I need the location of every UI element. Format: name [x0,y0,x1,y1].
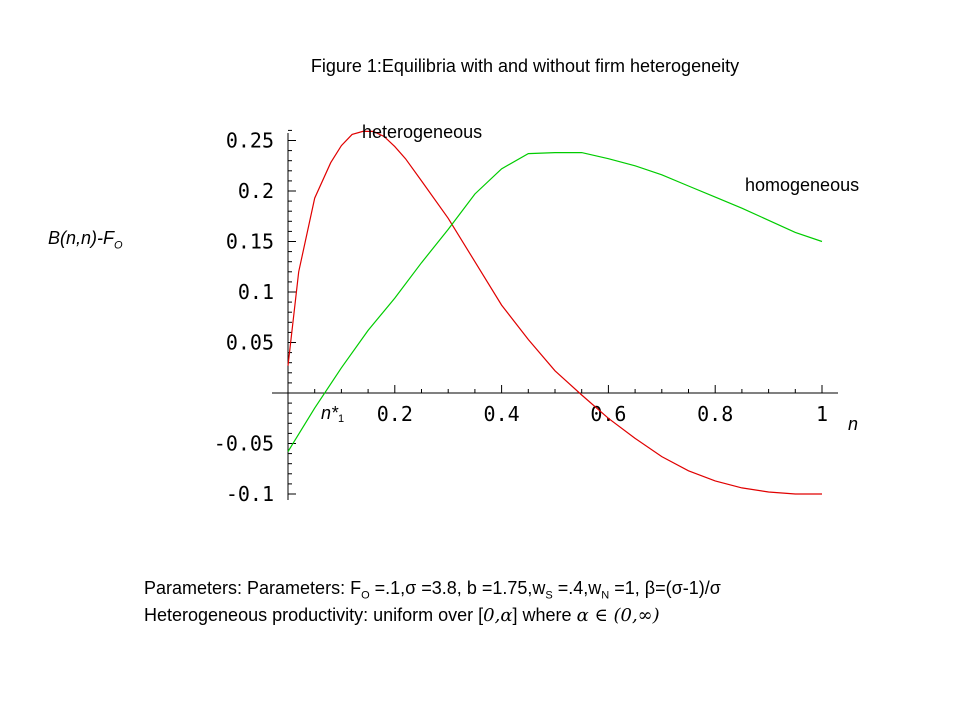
curves [287,130,823,495]
parameters-line: Parameters: Parameters: FO =.1,σ =3.8, b… [144,578,721,602]
n-star-annotation: n*1 [321,403,344,425]
chart-title: Figure 1:Equilibria with and without fir… [310,56,740,76]
params-text-4: =1, β=(σ-1)/σ [609,578,721,598]
x-tick-label: 0.4 [484,402,520,426]
productivity-text-1: Heterogeneous productivity: uniform over… [144,605,484,625]
params-text-1: Parameters: Parameters: F [144,578,362,598]
heterogeneous-curve-label: heterogeneous [362,122,482,142]
homogeneous-curve-label: homogeneous [745,175,859,195]
x-tick-label: 0.6 [590,402,626,426]
x-axis-label: n [848,414,859,434]
x-tick-label: 0.8 [697,402,733,426]
params-text-2: =.1,σ =3.8, b =1.75,w [369,578,546,598]
alpha-domain-formula: α ∈ (0,∞) [576,605,660,626]
y-axis-label-main: B(n,n)-F [48,228,115,248]
y-tick-label: -0.1 [226,482,274,506]
n-star-main: n* [321,403,339,423]
heterogeneous-curve [287,130,822,495]
y-tick-label: 0.1 [238,280,274,304]
y-axis-label-subscript: O [114,239,123,252]
params-sub-3: N [601,589,610,602]
y-tick-label: -0.05 [214,432,274,456]
params-sub-1: O [361,589,370,602]
y-tick-label: 0.2 [238,179,274,203]
params-sub-2: S [545,589,553,602]
x-tick-label: 0.2 [377,402,413,426]
y-axis-label: B(n,n)-FO [48,228,123,252]
homogeneous-curve [287,152,823,452]
interval-formula: 0,α [483,605,513,626]
productivity-line: Heterogeneous productivity: uniform over… [144,605,660,626]
y-tick-label: 0.05 [226,331,274,355]
ticks: 0.25 0.2 0.15 0.1 0.05 -0.05 -0.1 0.2 0.4 0.6 0.8 1 [214,129,828,507]
x-tick-label: 1 [816,402,828,426]
y-tick-label: 0.25 [226,129,274,153]
y-tick-label: 0.15 [226,230,274,254]
n-star-subscript: 1 [338,413,344,425]
params-text-3: =.4,w [552,578,602,598]
productivity-text-2: ] where [512,605,572,625]
